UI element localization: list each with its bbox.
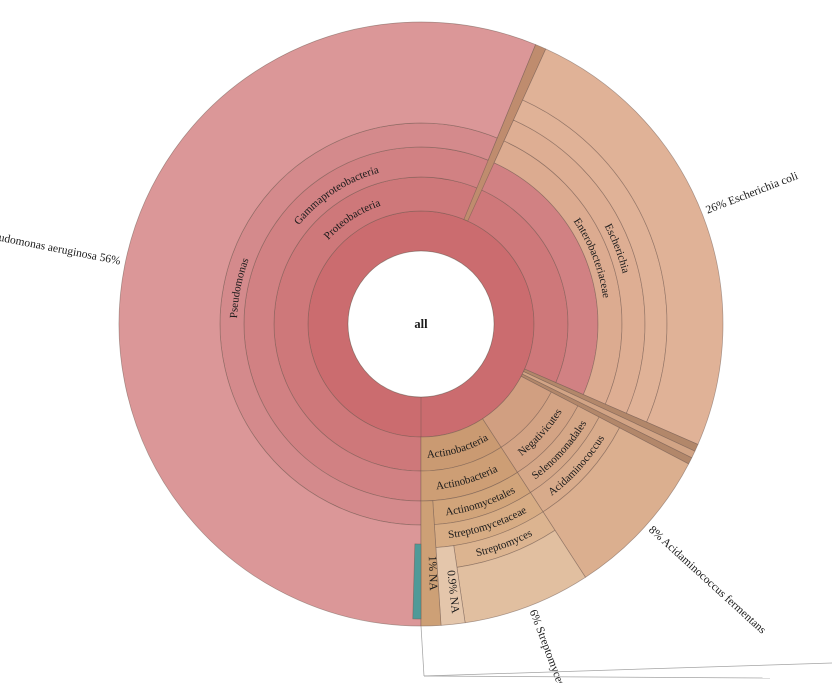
radial-label-26-escherichia-coli: 26% Escherichia coli [704,170,800,216]
leader-line-vertical [420,625,425,677]
radial-label-0-9-na: 0.9% NA [444,570,461,615]
leader-line-slanted [423,662,832,677]
segment-na-1pct[interactable] [420,500,442,627]
leader-line-horizontal [423,675,771,679]
segment-teal-sliver[interactable] [412,543,422,620]
segment-pseudomonas-aeruginosa[interactable] [118,21,536,627]
radial-label-1-na: 1% NA [426,556,439,592]
arc-label-bacteria: Bacteria [0,0,4,3]
radial-label-8-acidaminococcus-fermentans: 8% Acidaminococcus fermentans [646,524,768,637]
center-label: all [414,317,428,331]
segment-minor-sliver-top[interactable] [463,44,547,222]
radial-label-pseudomonas-aeruginosa-56-: Pseudomonas aeruginosa 56% [0,229,122,268]
